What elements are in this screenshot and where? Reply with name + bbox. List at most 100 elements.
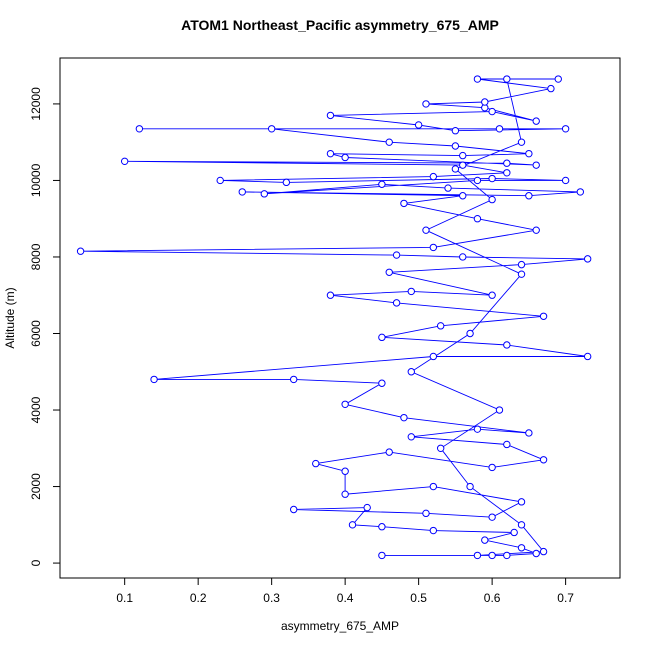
y-tick-label: 2000	[29, 473, 43, 500]
data-point	[341, 490, 349, 498]
data-point	[348, 521, 357, 529]
data-point	[407, 368, 415, 376]
y-axis-title: Altitude (m)	[3, 287, 17, 348]
data-point	[525, 192, 533, 200]
data-point	[539, 547, 548, 556]
data-point	[378, 379, 386, 387]
data-point	[392, 299, 401, 307]
data-point	[326, 111, 335, 120]
data-point	[488, 291, 496, 299]
x-tick-label: 0.3	[263, 591, 280, 605]
data-point	[473, 551, 482, 560]
data-point	[495, 125, 504, 133]
x-tick-label: 0.7	[557, 591, 574, 605]
data-point	[76, 247, 85, 255]
data-point	[290, 375, 298, 384]
data-point	[120, 157, 129, 166]
data-point	[532, 117, 540, 125]
data-point	[444, 184, 452, 192]
data-point	[576, 188, 585, 196]
x-tick-label: 0.1	[116, 591, 133, 605]
data-point	[459, 253, 467, 261]
data-point	[378, 333, 386, 342]
data-point	[517, 138, 526, 146]
data-point	[407, 433, 415, 441]
data-point	[503, 159, 511, 167]
data-point	[312, 459, 320, 468]
chart-title: ATOM1 Northeast_Pacific asymmetry_675_AM…	[181, 17, 499, 33]
data-point	[473, 176, 482, 185]
data-point	[260, 190, 269, 198]
data-point	[429, 243, 438, 252]
data-point	[290, 505, 298, 514]
data-point	[459, 192, 467, 200]
data-point	[436, 322, 445, 330]
y-tick-label: 0	[29, 559, 43, 566]
data-point	[385, 448, 393, 456]
data-point	[326, 291, 335, 299]
data-point	[561, 176, 570, 185]
data-point	[473, 425, 482, 433]
data-point	[436, 444, 445, 452]
data-point	[554, 75, 562, 83]
data-point	[150, 375, 158, 384]
data-point	[473, 75, 482, 83]
data-point	[451, 127, 460, 135]
data-point	[378, 180, 386, 188]
y-tick-label: 6000	[29, 320, 43, 347]
data-point	[422, 100, 430, 108]
data-point	[503, 551, 511, 560]
data-point	[488, 513, 496, 521]
data-point	[451, 165, 460, 173]
data-point	[378, 551, 386, 560]
data-point	[517, 521, 526, 529]
data-point	[532, 161, 540, 169]
data-point	[429, 482, 438, 491]
data-point	[517, 544, 526, 552]
data-point	[392, 251, 401, 259]
data-point	[532, 549, 540, 558]
data-point	[385, 268, 393, 276]
data-point	[525, 149, 533, 158]
data-point	[488, 551, 496, 560]
data-point	[488, 463, 496, 472]
data-point	[525, 429, 533, 437]
data-point	[459, 151, 467, 160]
data-point	[488, 195, 496, 204]
data-point	[532, 226, 540, 234]
data-point	[385, 138, 393, 146]
data-point	[517, 270, 526, 278]
data-point	[459, 161, 467, 169]
data-point	[488, 107, 496, 116]
data-point	[341, 400, 349, 408]
data-point	[517, 498, 526, 506]
data-point	[429, 526, 438, 535]
data-point	[326, 149, 335, 158]
data-line	[80, 78, 588, 556]
data-point	[341, 153, 349, 162]
plot-frame	[59, 57, 621, 579]
data-point	[400, 413, 408, 422]
data-point	[503, 341, 511, 349]
data-point	[539, 456, 548, 464]
data-point	[429, 172, 438, 181]
x-tick-label: 0.5	[410, 591, 427, 605]
data-point	[481, 536, 489, 544]
x-tick-label: 0.2	[190, 591, 207, 605]
x-axis-title: asymmetry_675_AMP	[281, 619, 399, 633]
data-point	[238, 188, 246, 196]
data-point	[429, 352, 438, 361]
data-point	[473, 215, 482, 223]
data-point	[481, 98, 489, 106]
data-point	[267, 125, 276, 133]
data-point	[282, 178, 291, 187]
data-point	[495, 406, 504, 414]
data-point	[407, 287, 415, 296]
data-point	[363, 503, 371, 512]
data-point	[583, 255, 592, 263]
x-tick-label: 0.4	[337, 591, 354, 605]
data-point	[510, 528, 518, 537]
data-point	[422, 226, 430, 234]
